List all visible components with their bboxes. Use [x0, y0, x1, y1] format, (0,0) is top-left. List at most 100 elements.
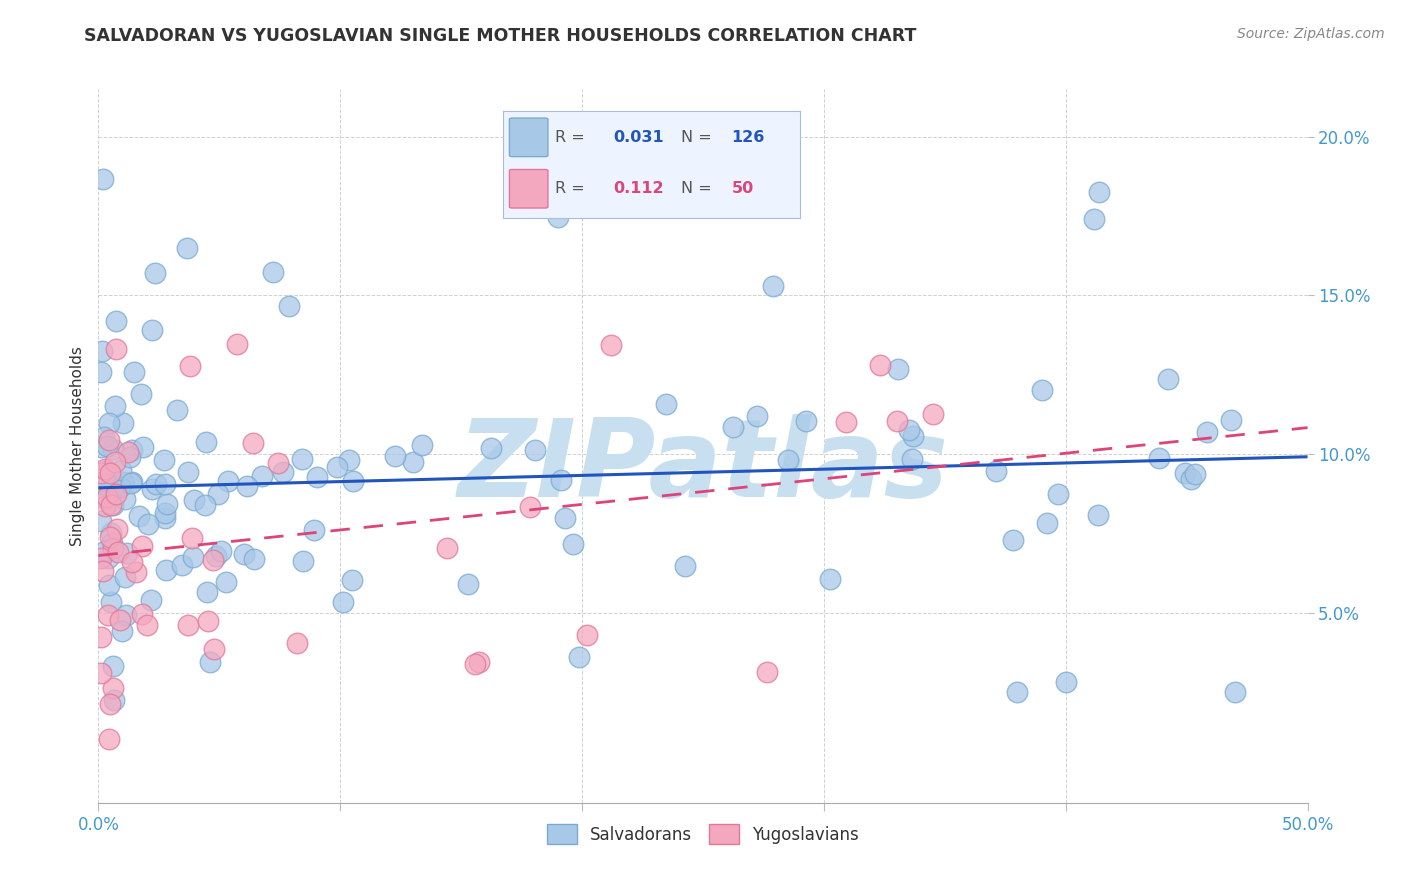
- Point: [762, 278, 785, 293]
- Point: [1223, 685, 1246, 699]
- Point: [117, 445, 139, 459]
- Point: [550, 473, 572, 487]
- Point: [170, 558, 193, 572]
- Point: [1220, 413, 1243, 427]
- Point: [198, 655, 221, 669]
- Point: [302, 523, 325, 537]
- Point: [523, 442, 546, 457]
- Point: [384, 449, 406, 463]
- Point: [468, 655, 491, 669]
- Point: [411, 438, 433, 452]
- Point: [166, 402, 188, 417]
- Point: [233, 547, 256, 561]
- Point: [105, 342, 128, 356]
- Point: [107, 545, 129, 559]
- Point: [194, 498, 217, 512]
- Point: [886, 361, 908, 376]
- Point: [568, 650, 591, 665]
- Point: [101, 499, 124, 513]
- Point: [98, 433, 121, 447]
- Point: [136, 517, 159, 532]
- Point: [922, 407, 945, 421]
- Point: [575, 627, 598, 641]
- Point: [901, 451, 924, 466]
- Point: [984, 464, 1007, 478]
- Point: [655, 397, 678, 411]
- Point: [262, 265, 284, 279]
- Text: SALVADORAN VS YUGOSLAVIAN SINGLE MOTHER HOUSEHOLDS CORRELATION CHART: SALVADORAN VS YUGOSLAVIAN SINGLE MOTHER …: [84, 27, 917, 45]
- Point: [1002, 533, 1025, 547]
- Point: [90, 344, 112, 359]
- Point: [554, 511, 576, 525]
- Point: [141, 323, 163, 337]
- Point: [139, 592, 162, 607]
- Point: [1054, 675, 1077, 690]
- Point: [215, 574, 238, 589]
- Point: [108, 480, 131, 494]
- Point: [105, 522, 128, 536]
- Point: [93, 473, 115, 487]
- Point: [103, 442, 125, 456]
- Point: [818, 572, 841, 586]
- Point: [599, 338, 621, 352]
- Point: [721, 420, 744, 434]
- Point: [457, 577, 479, 591]
- Text: Source: ZipAtlas.com: Source: ZipAtlas.com: [1237, 27, 1385, 41]
- Point: [250, 469, 273, 483]
- Point: [131, 607, 153, 622]
- Point: [519, 500, 541, 514]
- Point: [104, 314, 127, 328]
- Point: [90, 550, 112, 565]
- Point: [332, 595, 354, 609]
- Point: [110, 463, 132, 477]
- Point: [436, 541, 458, 555]
- Point: [1184, 467, 1206, 481]
- Point: [155, 563, 177, 577]
- Point: [217, 474, 239, 488]
- Point: [90, 440, 112, 454]
- Point: [90, 514, 112, 528]
- Point: [98, 697, 121, 711]
- Y-axis label: Single Mother Households: Single Mother Households: [69, 346, 84, 546]
- Point: [340, 573, 363, 587]
- Point: [90, 467, 112, 481]
- Point: [1083, 211, 1105, 226]
- Point: [1007, 685, 1029, 699]
- Point: [886, 414, 908, 428]
- Point: [97, 551, 120, 566]
- Point: [112, 417, 135, 431]
- Point: [143, 266, 166, 280]
- Point: [115, 546, 138, 560]
- Point: [114, 608, 136, 623]
- Point: [120, 450, 142, 464]
- Point: [202, 641, 225, 656]
- Point: [547, 210, 569, 224]
- Point: [98, 530, 121, 544]
- Point: [1180, 472, 1202, 486]
- Point: [1157, 372, 1180, 386]
- Point: [100, 595, 122, 609]
- Point: [100, 498, 122, 512]
- Point: [90, 476, 112, 491]
- Point: [91, 564, 114, 578]
- Point: [135, 617, 157, 632]
- Point: [197, 614, 219, 628]
- Point: [201, 552, 224, 566]
- Text: ZIPatlas: ZIPatlas: [457, 415, 949, 520]
- Point: [479, 441, 502, 455]
- Point: [745, 409, 768, 424]
- Point: [90, 366, 112, 380]
- Point: [342, 474, 364, 488]
- Point: [177, 465, 200, 479]
- Point: [105, 487, 128, 501]
- Point: [195, 584, 218, 599]
- Point: [673, 558, 696, 573]
- Point: [1036, 516, 1059, 530]
- Point: [177, 617, 200, 632]
- Point: [96, 439, 118, 453]
- Point: [101, 536, 124, 550]
- Point: [901, 428, 924, 442]
- Point: [794, 414, 817, 428]
- Point: [94, 500, 117, 514]
- Point: [897, 423, 920, 437]
